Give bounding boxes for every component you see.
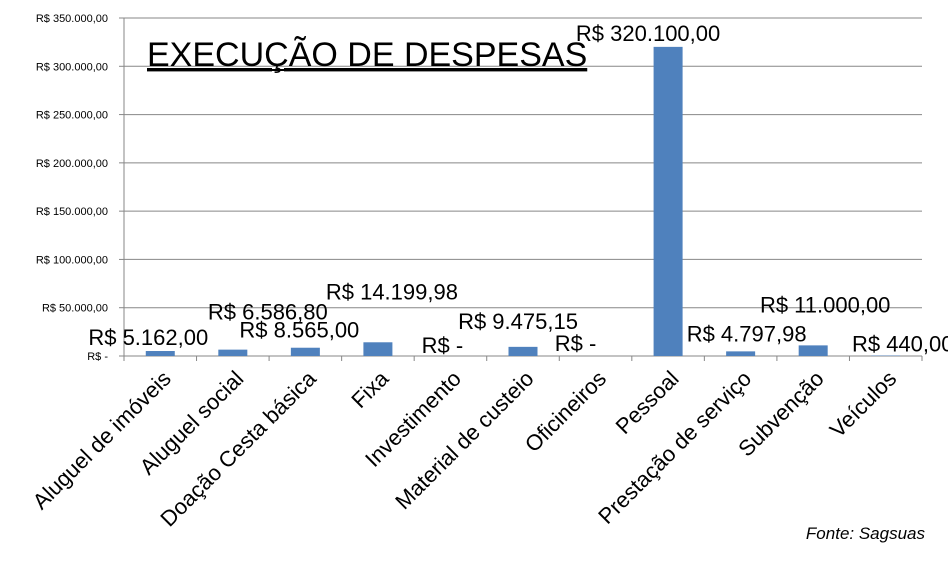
data-label: R$ 14.199,98: [326, 279, 458, 304]
y-tick-label: R$ -: [87, 351, 108, 363]
bar[interactable]: [290, 347, 320, 356]
y-tick-label: R$ 300.000,00: [36, 61, 108, 73]
bar[interactable]: [145, 351, 175, 356]
data-label: R$ -: [555, 331, 597, 356]
bar[interactable]: [653, 46, 683, 357]
bar[interactable]: [798, 345, 828, 356]
chart-title: EXECUÇÃO DE DESPESAS: [147, 36, 587, 74]
data-label: R$ 6.586,80: [208, 300, 328, 325]
chart-source: Fonte: Sagsuas: [806, 524, 926, 543]
data-label: R$ 9.475,15: [458, 309, 578, 334]
bars: [145, 46, 901, 357]
bar[interactable]: [363, 342, 393, 356]
data-label: R$ 4.797,98: [687, 321, 807, 346]
data-label: R$ -: [422, 333, 464, 358]
y-tick-label: R$ 350.000,00: [36, 13, 108, 25]
bar[interactable]: [508, 346, 538, 356]
y-tick-label: R$ 100.000,00: [36, 254, 108, 266]
data-label: R$ 440,00: [852, 332, 948, 357]
data-labels: R$ 5.162,00R$ 6.586,80R$ 8.565,00 R$ 14.1…: [88, 21, 948, 358]
y-tick-labels: R$ - R$ 50.000,00 R$ 100.000,00 R$ 150.000,…: [36, 13, 109, 363]
data-label: R$ 320.100,00: [576, 21, 720, 46]
y-tick-label: R$ 150.000,00: [36, 206, 108, 218]
bar[interactable]: [726, 351, 756, 356]
gridlines: [119, 17, 922, 357]
y-tick-label: R$ 250.000,00: [36, 110, 108, 122]
data-label: R$ 8.565,00: [239, 318, 359, 343]
data-label: R$ 11.000,00: [760, 292, 890, 317]
data-label: R$ 5.162,00: [88, 325, 208, 350]
y-tick-label: R$ 200.000,00: [36, 158, 108, 170]
bar[interactable]: [218, 349, 248, 356]
y-tick-label: R$ 50.000,00: [42, 303, 108, 315]
